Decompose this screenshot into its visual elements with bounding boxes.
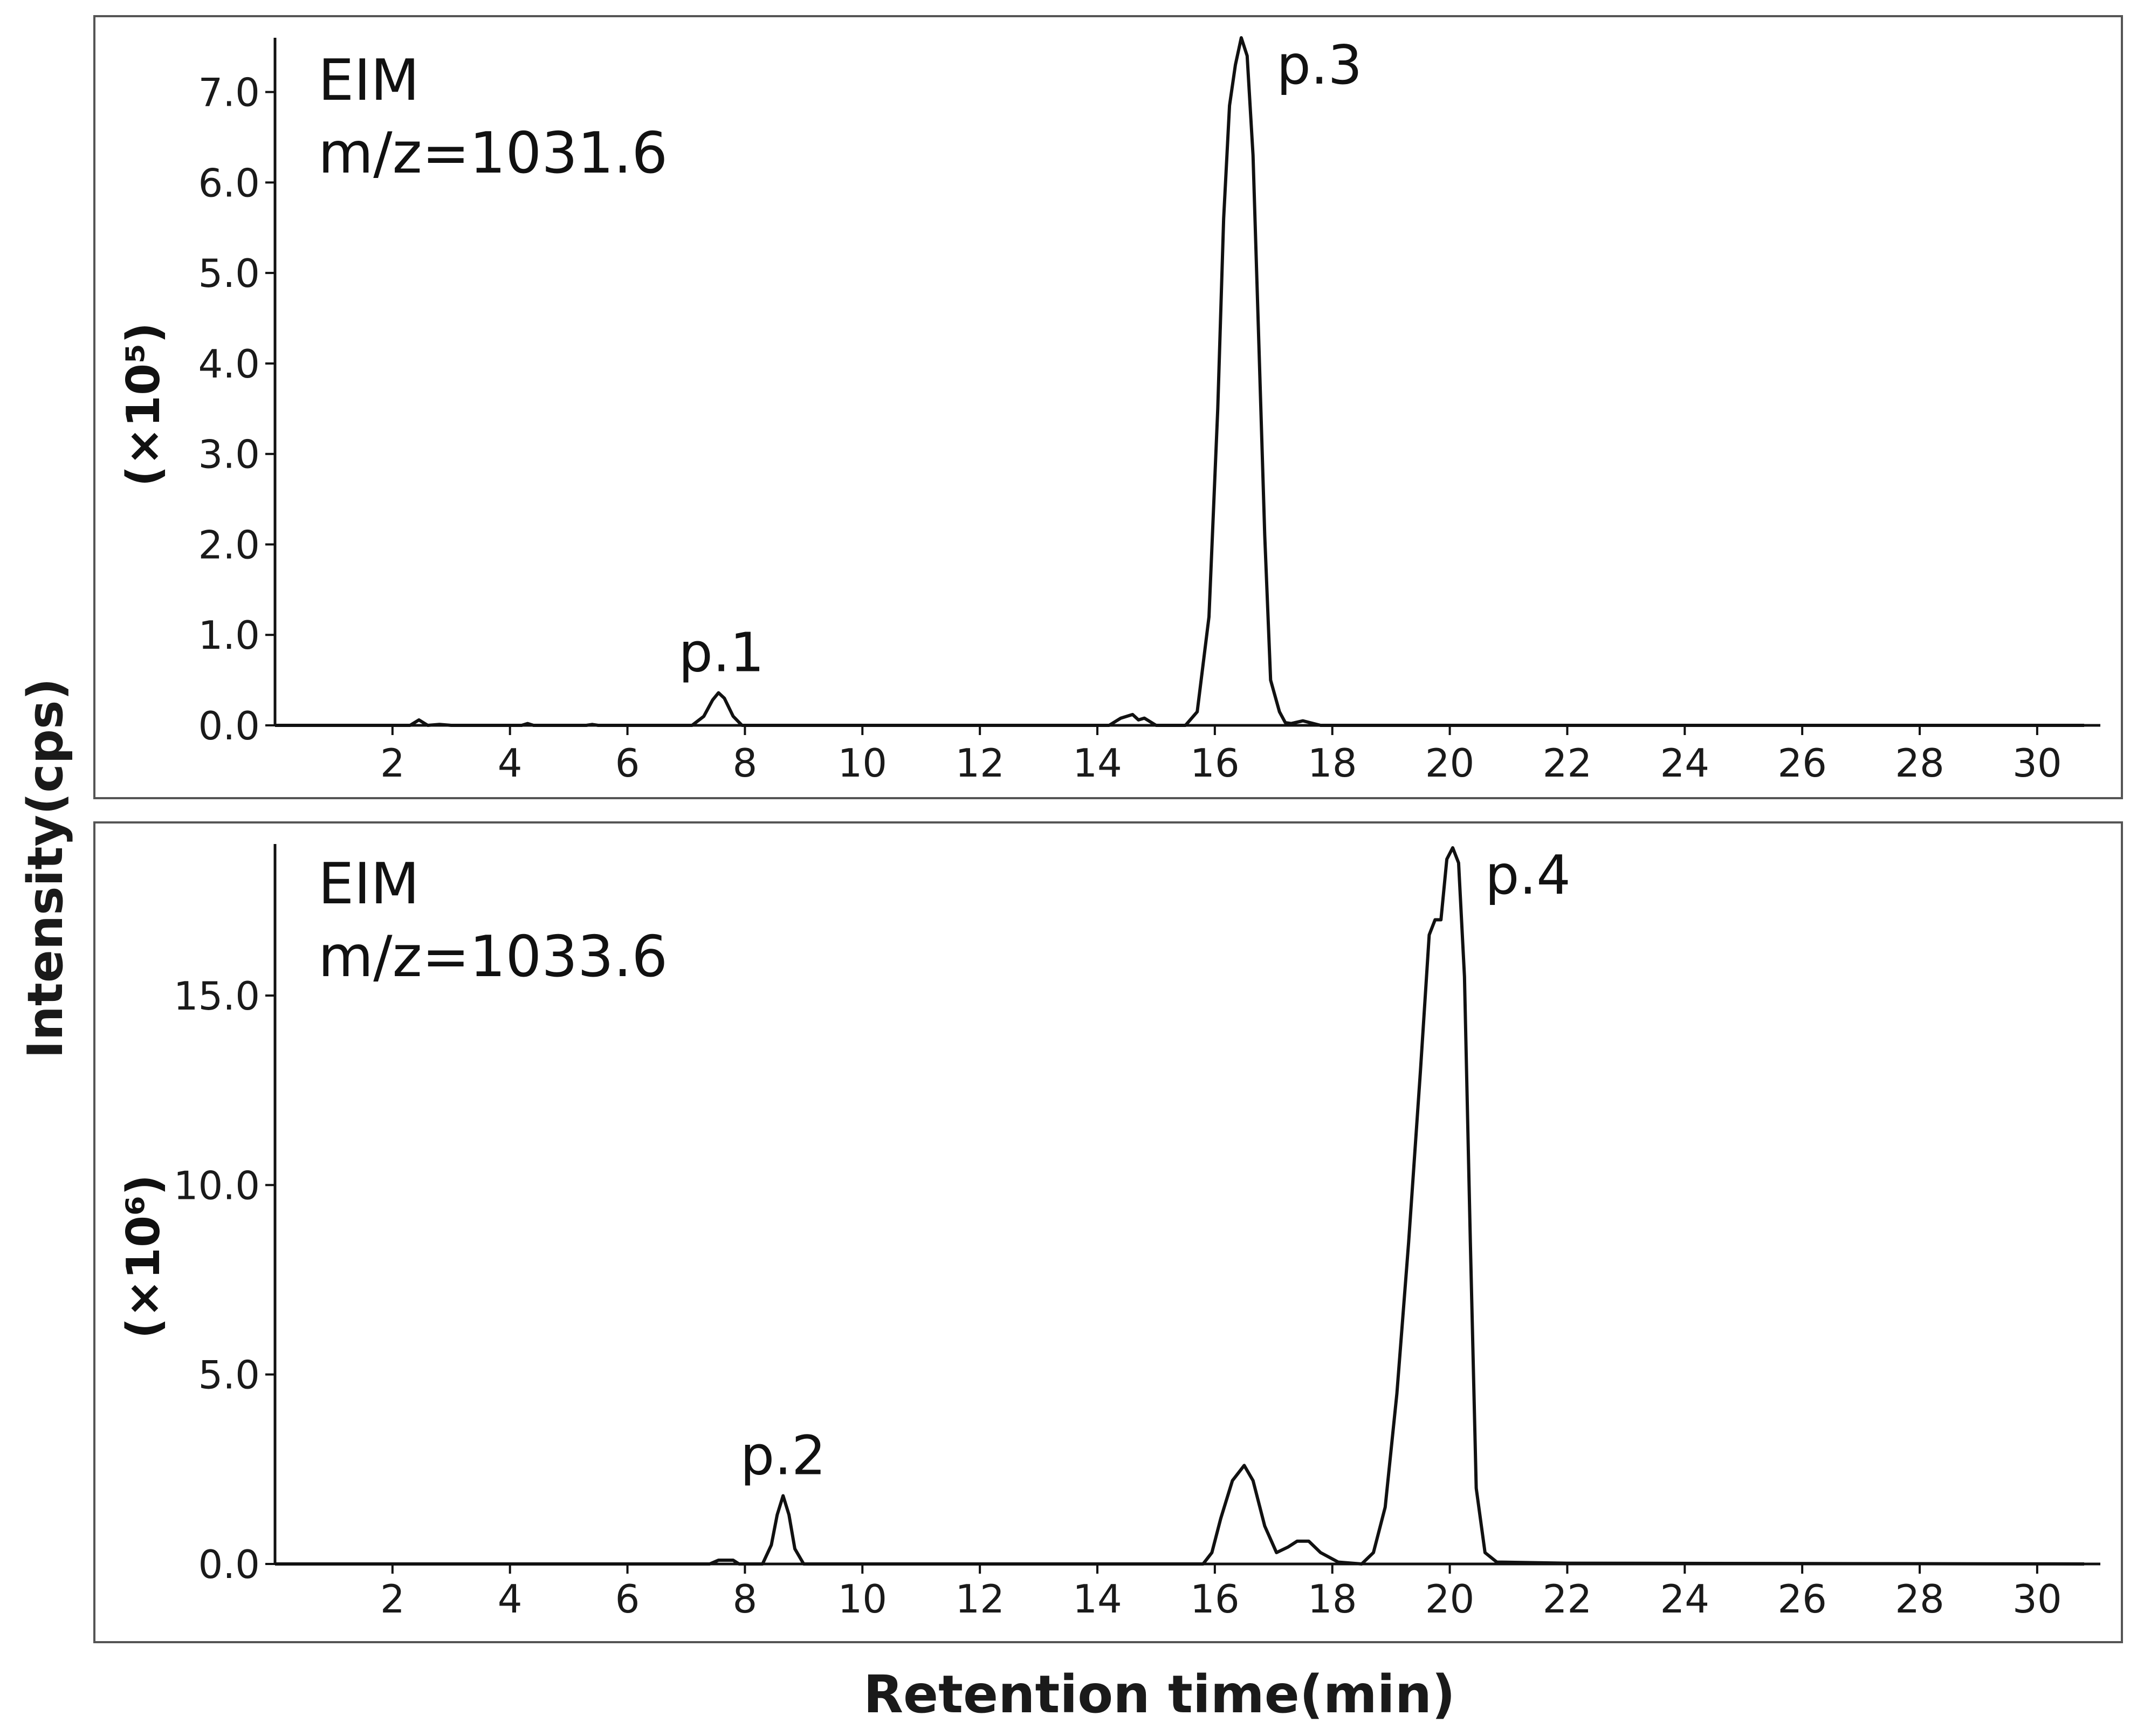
x-tick-label: 18: [1308, 740, 1357, 786]
y-tick-label: 1.0: [198, 613, 260, 658]
y-scale-label: (×10⁶): [117, 1175, 170, 1339]
x-tick-label: 30: [2012, 1576, 2062, 1622]
chromatogram-trace: [275, 846, 2085, 1566]
x-tick-label: 30: [2012, 740, 2062, 786]
panel-axes: 0.01.02.03.04.05.06.07.02 4 6 8 10 12 14 16 18 20…: [198, 33, 2100, 786]
y-axis-title: Intensity(cps): [17, 678, 74, 1058]
panel-axes: 0.05.010.015.02 4 6 8 10 12 14 16 18 20 22 24 26 28 30…: [174, 843, 2100, 1622]
x-tick-label: 28: [1895, 1576, 1945, 1622]
x-tick-label: 16: [1190, 1576, 1240, 1622]
x-tick-label: 14: [1073, 740, 1122, 786]
y-tick-label: 6.0: [198, 160, 260, 205]
y-tick-label: 5.0: [198, 1353, 260, 1398]
x-tick-label: 26: [1777, 1576, 1827, 1622]
y-tick-label: 5.0: [198, 251, 260, 296]
y-tick-label: 0.0: [198, 703, 260, 749]
x-tick-label: 16: [1190, 740, 1240, 786]
x-tick-label: 20: [1425, 1576, 1475, 1622]
x-tick-label: 8: [733, 740, 758, 786]
panel-subtitle: m/z=1031.6: [318, 120, 668, 186]
y-tick-label: 10.0: [174, 1163, 260, 1208]
peak-label: p.4: [1485, 843, 1571, 907]
x-tick-label: 28: [1895, 740, 1945, 786]
panel-frame: [93, 821, 2123, 1643]
chart-panel-bottom: 0.05.010.015.02 4 6 8 10 12 14 16 18 20 22 24 26 28 30…: [93, 821, 2123, 1643]
x-tick-label: 12: [955, 740, 1005, 786]
y-tick-label: 2.0: [198, 522, 260, 567]
x-tick-label: 6: [615, 1576, 640, 1622]
y-tick-label: 0.0: [198, 1542, 260, 1587]
x-tick-label: 24: [1660, 740, 1709, 786]
y-tick-label: 15.0: [174, 973, 260, 1019]
x-tick-label: 12: [955, 1576, 1005, 1622]
x-tick-label: 24: [1660, 1576, 1709, 1622]
y-tick-label: 3.0: [198, 432, 260, 477]
peak-label: p.2: [740, 1424, 826, 1487]
panel-subtitle: m/z=1033.6: [318, 924, 668, 990]
x-tick-label: 10: [837, 740, 887, 786]
x-tick-label: 22: [1543, 740, 1592, 786]
y-tick-label: 4.0: [198, 341, 260, 387]
peak-label: p.1: [678, 621, 764, 684]
x-tick-label: 22: [1543, 1576, 1592, 1622]
x-tick-label: 14: [1073, 1576, 1122, 1622]
x-tick-label: 26: [1777, 740, 1827, 786]
x-tick-label: 18: [1308, 1576, 1357, 1622]
x-tick-label: 4: [498, 740, 523, 786]
x-tick-label: 8: [733, 1576, 758, 1622]
y-tick-label: 7.0: [198, 70, 260, 115]
x-tick-label: 20: [1425, 740, 1475, 786]
x-tick-label: 2: [380, 740, 405, 786]
y-scale-label: (×10⁵): [117, 323, 170, 486]
panel-title: EIM: [318, 851, 420, 917]
x-axis-title: Retention time(min): [863, 1664, 1455, 1725]
chromatogram-trace: [275, 36, 2084, 727]
peak-label: p.3: [1276, 33, 1362, 97]
x-tick-label: 10: [837, 1576, 887, 1622]
x-tick-label: 4: [498, 1576, 523, 1622]
panel-frame: [93, 15, 2123, 799]
x-tick-label: 6: [615, 740, 640, 786]
x-tick-label: 2: [380, 1576, 405, 1622]
chart-panel-top: 0.01.02.03.04.05.06.07.02 4 6 8 10 12 14 16 18 20…: [93, 15, 2123, 799]
panel-title: EIM: [318, 47, 420, 113]
